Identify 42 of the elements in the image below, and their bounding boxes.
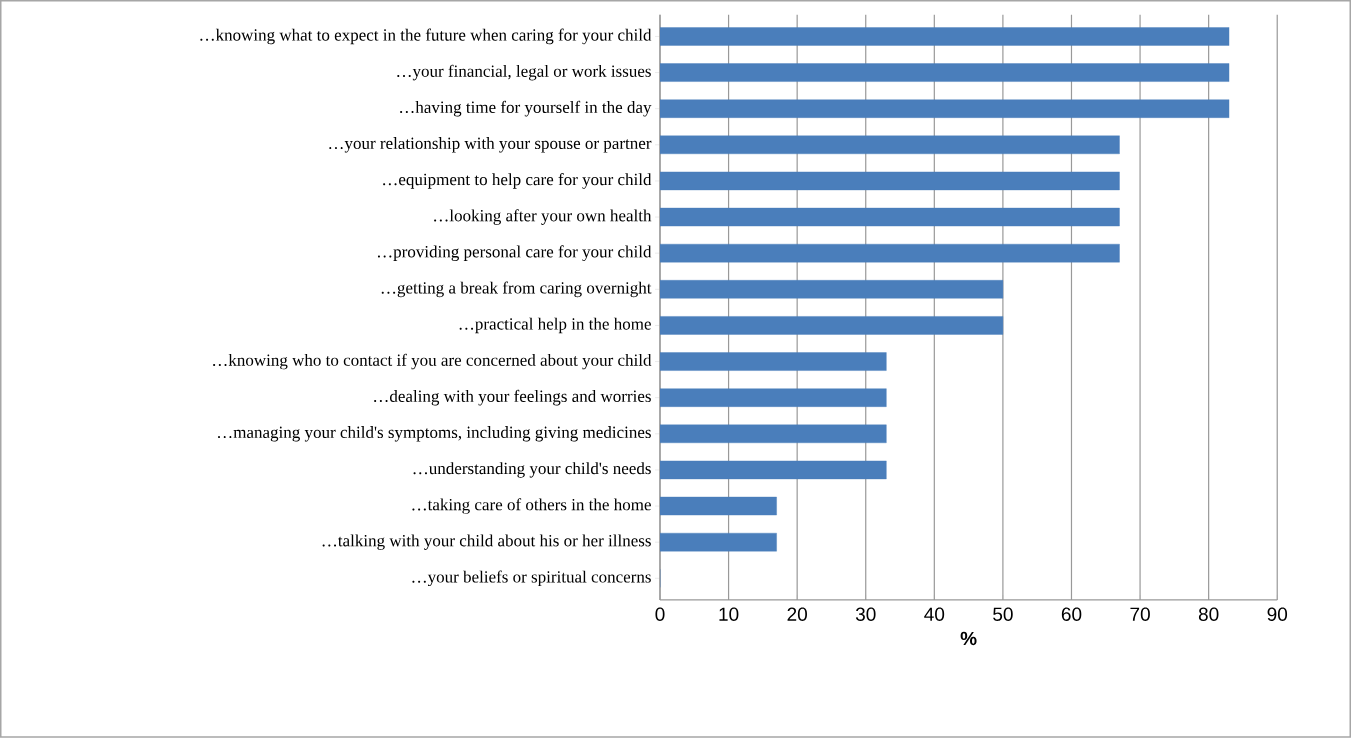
- y-tick-label: …knowing who to contact if you are concerned about your child: [213, 353, 652, 370]
- y-tick-label: …knowing what to expect in the future when caring for your child: [200, 28, 652, 45]
- bar: [660, 135, 1120, 155]
- x-tick-label: 0: [655, 607, 665, 622]
- x-tick-label: 60: [1061, 607, 1082, 622]
- y-tick-label: …your relationship with your spouse or partner: [329, 137, 652, 153]
- bar: [660, 424, 887, 444]
- x-tick-label: 40: [924, 607, 945, 622]
- x-tick-label: 80: [1198, 607, 1219, 622]
- y-tick-label: …dealing with your feelings and worries: [374, 389, 651, 406]
- bar: [660, 352, 887, 371]
- bar: [660, 171, 1120, 191]
- y-tick-label: …looking after your own health: [434, 209, 652, 225]
- bar: [660, 207, 1120, 227]
- y-tick-label: …taking care of others in the home: [412, 498, 651, 514]
- x-tick-label: 30: [855, 607, 876, 622]
- y-tick-label: …understanding your child's needs: [413, 462, 651, 478]
- x-tick-label: 70: [1130, 607, 1150, 622]
- x-tick-label: 50: [993, 607, 1013, 622]
- x-tick-label: 90: [1267, 607, 1288, 622]
- x-tick-label: 10: [719, 607, 739, 622]
- bar: [660, 244, 1120, 263]
- y-tick-label: …your beliefs or spiritual concerns: [412, 570, 651, 587]
- bar: [660, 316, 1004, 335]
- y-tick-label: …equipment to help care for your child: [383, 173, 652, 189]
- y-tick-label: …getting a break from caring overnight: [381, 281, 652, 298]
- y-tick-label: …talking with your child about his or her illness: [322, 534, 651, 551]
- y-tick-label: …your financial, legal or work issues: [397, 64, 651, 81]
- y-tick-label: …practical help in the home: [459, 317, 651, 334]
- y-tick-label: …having time for yourself in the day: [400, 100, 652, 117]
- x-axis-title: %: [960, 631, 977, 646]
- bar: [660, 460, 887, 480]
- x-tick-label: 20: [787, 607, 807, 622]
- bar: [660, 99, 1230, 118]
- bar: [660, 27, 1230, 46]
- bar: [660, 496, 777, 516]
- bar: [660, 533, 777, 552]
- bar: [660, 63, 1230, 82]
- bar: [660, 388, 887, 407]
- bar: [660, 280, 1004, 299]
- y-tick-label: …providing personal care for your child: [377, 245, 652, 262]
- y-tick-label: …managing your child's symptoms, including giving medicines: [218, 426, 651, 442]
